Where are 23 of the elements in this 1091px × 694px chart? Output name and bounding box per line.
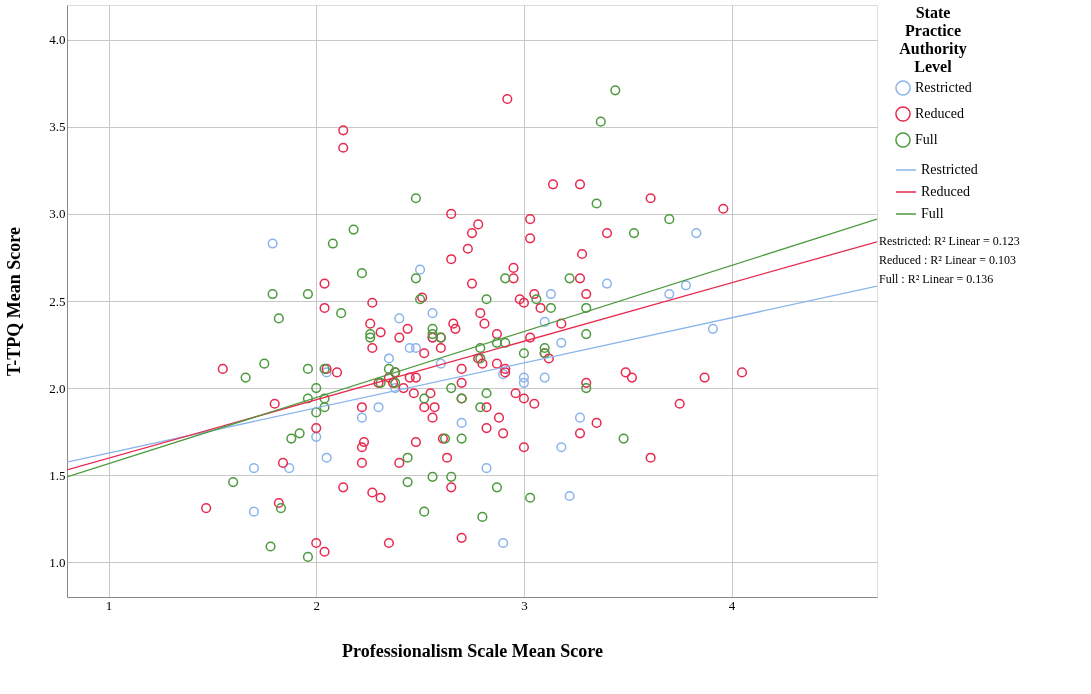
y-axis-title: T-TPQ Mean Score bbox=[4, 227, 25, 376]
legend-label: Restricted bbox=[921, 162, 978, 177]
legend-label: Full bbox=[915, 132, 938, 147]
y-tick-label: 4.0 bbox=[49, 32, 66, 48]
x-tick-label: 1 bbox=[105, 597, 113, 613]
y-tick-label: 1.0 bbox=[49, 554, 66, 570]
x-axis-title: Professionalism Scale Mean Score bbox=[342, 640, 603, 661]
y-tick-label: 3.5 bbox=[49, 119, 66, 135]
legend-label: Full bbox=[921, 206, 944, 221]
y-tick-label: 3.0 bbox=[49, 206, 66, 222]
legend-label: Restricted bbox=[915, 80, 972, 95]
text: Restricted: R² Linear = 0.123 bbox=[879, 234, 1020, 248]
text: Reduced : R² Linear = 0.103 bbox=[879, 253, 1016, 267]
y-tick-label: 2.0 bbox=[49, 380, 66, 396]
x-tick-label: 2 bbox=[313, 597, 320, 613]
x-tick-label: 4 bbox=[728, 597, 736, 613]
y-tick-label: 1.5 bbox=[49, 467, 66, 483]
text: Full : R² Linear = 0.136 bbox=[879, 272, 994, 286]
legend-label: Reduced bbox=[915, 106, 964, 121]
y-tick-label: 2.5 bbox=[49, 293, 66, 309]
x-tick-label: 3 bbox=[521, 597, 528, 613]
legend-label: Reduced bbox=[921, 184, 970, 199]
legend-title: State Practice Authority Level bbox=[899, 4, 967, 75]
